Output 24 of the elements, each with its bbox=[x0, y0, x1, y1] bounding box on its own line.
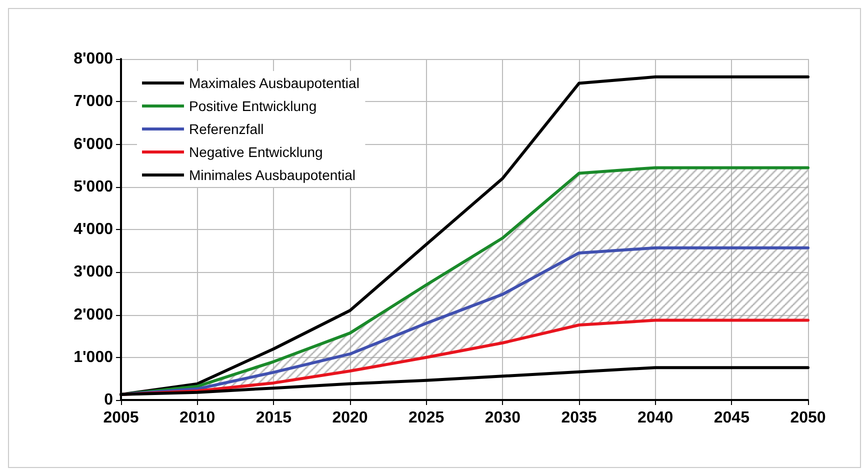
legend-label: Positive Entwicklung bbox=[189, 98, 317, 114]
x-tick-label: 2025 bbox=[408, 410, 444, 426]
y-tick-label: 7'000 bbox=[74, 93, 114, 110]
legend-label: Referenzfall bbox=[189, 121, 264, 137]
y-tick-label: 3'000 bbox=[74, 264, 114, 281]
x-tick-label: 2045 bbox=[714, 410, 750, 426]
y-tick-label: 2'000 bbox=[74, 306, 114, 324]
x-tick-label: 2035 bbox=[561, 410, 597, 426]
legend-label: Negative Entwicklung bbox=[189, 144, 323, 160]
y-tick-label: 0 bbox=[104, 392, 114, 408]
y-tick-label: 8'000 bbox=[74, 50, 114, 68]
y-tick-label: 5'000 bbox=[74, 178, 114, 196]
x-tick-label: 2015 bbox=[256, 410, 292, 426]
x-tick-label: 2040 bbox=[638, 410, 674, 426]
y-tick-label: 6'000 bbox=[74, 136, 114, 153]
x-tick-label: 2050 bbox=[790, 410, 826, 426]
x-tick-label: 2010 bbox=[180, 410, 216, 426]
legend-label: Maximales Ausbaupotential bbox=[189, 75, 360, 91]
legend-label: Minimales Ausbaupotential bbox=[189, 167, 356, 183]
x-tick-label: 2020 bbox=[332, 410, 368, 426]
y-tick-label: 1'000 bbox=[74, 348, 114, 366]
x-tick-label: 2030 bbox=[484, 410, 521, 426]
x-tick-label: 2005 bbox=[103, 410, 139, 426]
y-tick-label: 4'000 bbox=[74, 221, 114, 238]
